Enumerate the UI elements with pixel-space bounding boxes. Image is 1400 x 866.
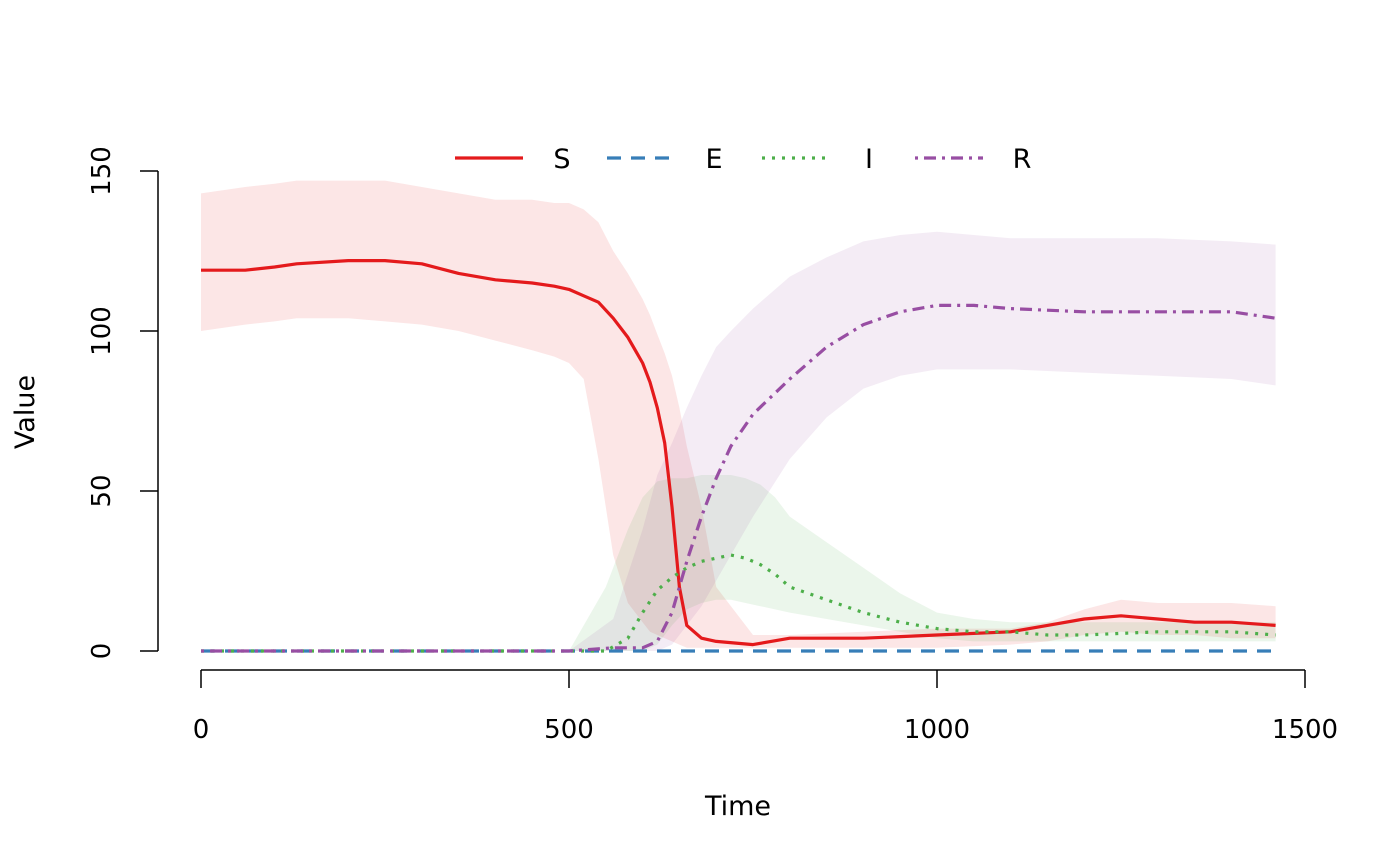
series-lines bbox=[201, 259, 1276, 653]
legend-label-e: E bbox=[705, 144, 722, 175]
series-line-r bbox=[201, 303, 1276, 653]
x-ticks: 0 500 1000 1500 bbox=[193, 670, 1338, 745]
x-axis-title: Time bbox=[704, 791, 771, 822]
y-tick-label-100: 100 bbox=[87, 306, 117, 356]
y-tick-label-150: 150 bbox=[87, 146, 117, 196]
y-tick-label-50: 50 bbox=[87, 474, 117, 507]
band-r bbox=[201, 231, 1276, 652]
legend-label-s: S bbox=[553, 144, 570, 175]
confidence-bands bbox=[201, 180, 1276, 652]
band-s bbox=[201, 180, 1276, 648]
axes: 0 500 1000 1500 0 50 100 150 bbox=[87, 146, 1338, 745]
legend-label-r: R bbox=[1013, 144, 1032, 175]
y-ticks: 0 50 100 150 bbox=[87, 146, 158, 659]
x-tick-label-500: 500 bbox=[544, 715, 594, 745]
y-tick-label-0: 0 bbox=[87, 643, 117, 660]
y-axis-title: Value bbox=[10, 375, 41, 449]
band-i bbox=[201, 475, 1276, 651]
legend-label-i: I bbox=[865, 144, 873, 175]
x-tick-label-1500: 1500 bbox=[1272, 715, 1338, 745]
x-tick-label-0: 0 bbox=[193, 715, 210, 745]
x-tick-label-1000: 1000 bbox=[904, 715, 970, 745]
series-line-s bbox=[201, 259, 1276, 647]
